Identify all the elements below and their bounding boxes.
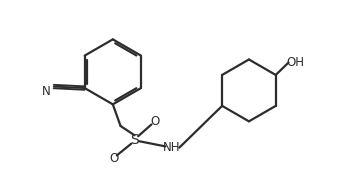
- Text: O: O: [110, 152, 119, 165]
- Text: O: O: [150, 115, 159, 128]
- Text: S: S: [130, 133, 139, 147]
- Text: N: N: [42, 85, 51, 98]
- Text: OH: OH: [286, 56, 304, 69]
- Text: NH: NH: [163, 141, 180, 154]
